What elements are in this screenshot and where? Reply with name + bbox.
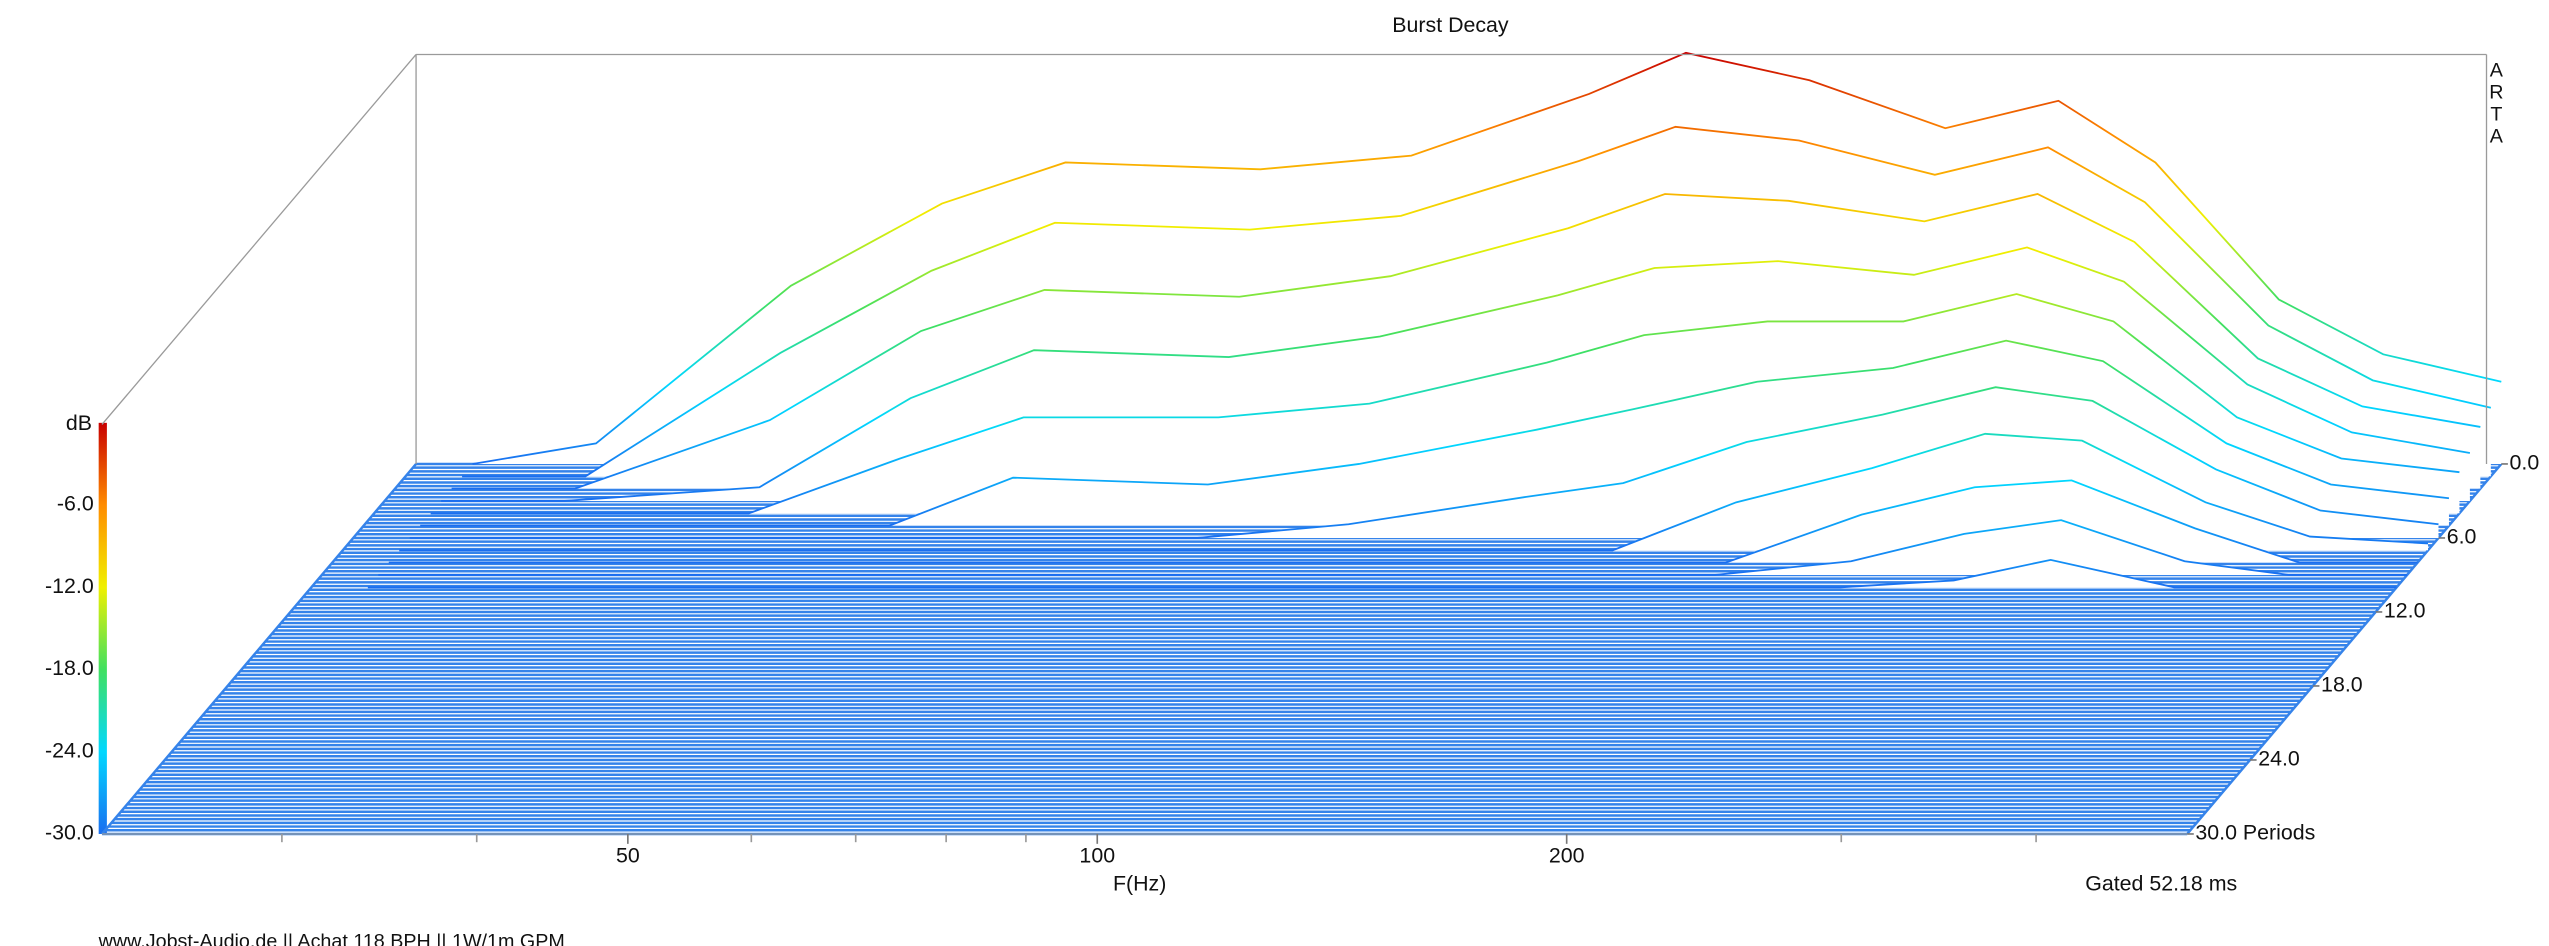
side-wall-top (101, 54, 417, 425)
slice-fill (367, 559, 2397, 588)
decay-slice (462, 125, 2492, 478)
gate-label: Gated 52.18 ms (2085, 872, 2237, 896)
y-tick-label: 0.0 (2510, 451, 2540, 475)
decay-slice (420, 339, 2450, 527)
chart-title: Burst Decay (1392, 13, 1509, 37)
decay-slice (441, 246, 2471, 502)
y-tick-label: 18.0 (2321, 673, 2363, 697)
x-axis-label: F(Hz) (1113, 872, 1166, 896)
decay-slice (430, 293, 2460, 515)
decay-slice (472, 51, 2502, 465)
floor-edge (101, 463, 418, 835)
decay-slice (388, 479, 2418, 564)
y-tick-label: 24.0 (2258, 747, 2300, 771)
decay-slice (399, 432, 2429, 552)
slice-fill (388, 480, 2418, 563)
footer: www.Jobst-Audio.de || Achat 118 BPH || 1… (98, 931, 565, 946)
x-tick-label: 100 (1079, 844, 1115, 868)
y-tick-label: 6.0 (2447, 525, 2477, 549)
z-tick-label: -6.0 (57, 492, 94, 516)
x-tick-label: 200 (1549, 844, 1585, 868)
x-tick-label: 50 (616, 844, 640, 868)
decay-slice (451, 193, 2481, 490)
z-tick-label: -18.0 (45, 656, 94, 680)
z-tick-label: -30.0 (45, 821, 94, 845)
z-tick-label: -24.0 (45, 738, 94, 762)
z-tick-label: -12.0 (45, 574, 94, 598)
decay-slice (409, 386, 2439, 539)
watermark: ARTA (2485, 59, 2507, 147)
y-tick-label: 12.0 (2384, 599, 2426, 623)
decay-slice (367, 558, 2397, 589)
frame (101, 53, 2488, 835)
y-tick-label: 30.0 Periods (2195, 821, 2315, 845)
z-axis-label: dB (66, 411, 92, 435)
slice-fill (378, 520, 2408, 575)
colorbar (98, 422, 107, 834)
decay-slice (378, 519, 2408, 576)
